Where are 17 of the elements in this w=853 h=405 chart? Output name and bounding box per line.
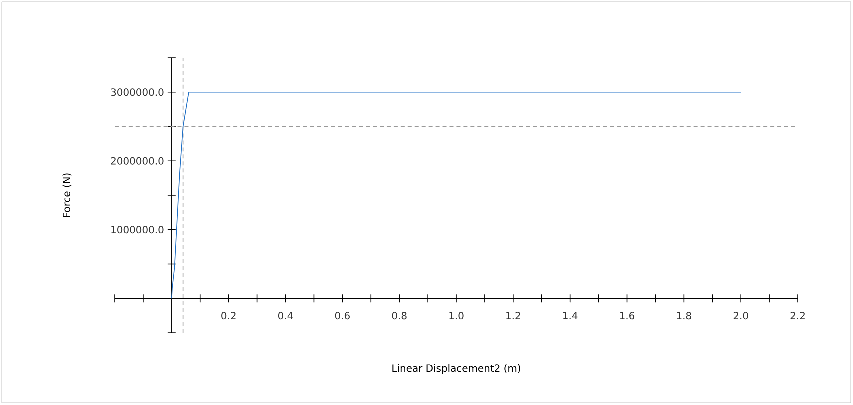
x-tick-label: 0.2 — [222, 312, 236, 320]
x-tick-label: 1.2 — [506, 312, 520, 320]
x-tick-label: 0.6 — [335, 312, 350, 320]
x-tick-label: 1.8 — [677, 312, 692, 320]
y-axis-title: Force (N) — [62, 174, 72, 218]
y-tick-label: 2000000.0 — [111, 157, 164, 165]
x-tick-label: 2.2 — [790, 312, 805, 320]
y-tick-label: 1000000.0 — [112, 226, 164, 234]
x-tick-label: 1.0 — [450, 312, 464, 320]
x-axis-title: Linear Displacement2 (m) — [392, 364, 520, 374]
x-tick-label: 0.8 — [392, 312, 407, 320]
y-tick-label: 3000000.0 — [111, 88, 164, 96]
x-tick-label: 1.4 — [564, 312, 578, 320]
line-series — [172, 92, 742, 300]
x-tick-label: 1.6 — [620, 312, 635, 320]
x-tick-label: 0.4 — [278, 312, 294, 320]
x-tick-label: 2.0 — [734, 312, 748, 320]
